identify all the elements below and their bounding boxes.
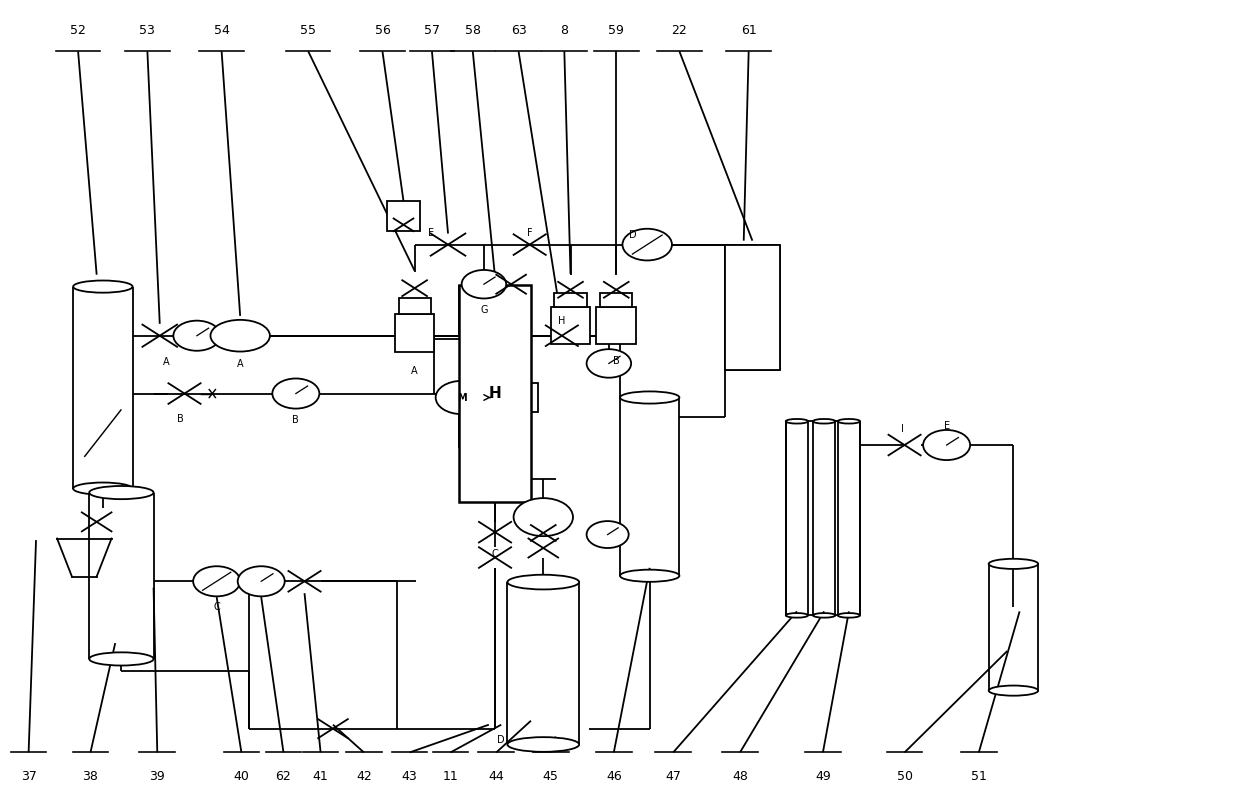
Text: 42: 42 [356, 770, 372, 783]
Text: 8: 8 [560, 24, 568, 37]
Ellipse shape [73, 281, 133, 293]
Ellipse shape [813, 419, 836, 424]
Text: 54: 54 [213, 24, 229, 37]
Ellipse shape [89, 486, 154, 499]
Text: 58: 58 [465, 24, 481, 37]
Ellipse shape [620, 391, 680, 404]
Text: 46: 46 [606, 770, 621, 783]
Ellipse shape [73, 483, 133, 494]
Text: 49: 49 [815, 770, 831, 783]
Text: 38: 38 [83, 770, 98, 783]
Text: H: H [489, 386, 501, 401]
Text: A: A [412, 366, 418, 375]
Text: 45: 45 [543, 770, 559, 783]
Text: 48: 48 [732, 770, 748, 783]
Text: 47: 47 [666, 770, 681, 783]
Bar [596, 307, 636, 343]
Text: C: C [213, 603, 219, 612]
Text: G: G [480, 304, 487, 315]
Ellipse shape [786, 613, 808, 618]
Text: D: D [497, 735, 505, 745]
Circle shape [622, 229, 672, 261]
Text: 37: 37 [21, 770, 36, 783]
Ellipse shape [620, 570, 680, 582]
Text: 39: 39 [149, 770, 165, 783]
Circle shape [923, 430, 970, 460]
Bar [494, 383, 538, 412]
Circle shape [587, 521, 629, 548]
Text: C: C [492, 549, 498, 560]
Circle shape [238, 566, 285, 596]
Bar [398, 298, 430, 314]
Text: 59: 59 [609, 24, 624, 37]
Text: 56: 56 [374, 24, 391, 37]
Bar [459, 285, 531, 502]
Ellipse shape [838, 419, 861, 424]
Bar [600, 293, 632, 307]
Text: I: I [900, 425, 904, 434]
Circle shape [587, 349, 631, 378]
Circle shape [435, 381, 487, 414]
Text: 57: 57 [424, 24, 440, 37]
Text: 22: 22 [672, 24, 687, 37]
Text: A: A [237, 359, 243, 369]
Circle shape [174, 320, 221, 351]
Text: H: H [558, 316, 565, 327]
Text: E: E [428, 227, 434, 238]
Bar [387, 201, 419, 231]
Text: F: F [527, 227, 532, 238]
Ellipse shape [507, 737, 579, 752]
Text: 55: 55 [300, 24, 316, 37]
Bar [394, 314, 434, 352]
Text: B: B [293, 415, 299, 425]
Ellipse shape [988, 559, 1038, 569]
Text: 11: 11 [443, 770, 459, 783]
Text: 53: 53 [139, 24, 155, 37]
Text: 50: 50 [897, 770, 913, 783]
Text: M: M [456, 393, 466, 402]
Circle shape [461, 270, 506, 298]
Text: 62: 62 [275, 770, 291, 783]
Ellipse shape [988, 685, 1038, 696]
Ellipse shape [786, 419, 808, 424]
Circle shape [193, 566, 241, 596]
Text: B: B [177, 414, 185, 424]
Text: 52: 52 [71, 24, 86, 37]
Text: B: B [613, 356, 620, 366]
Text: 44: 44 [489, 770, 505, 783]
Ellipse shape [838, 613, 861, 618]
Bar [554, 293, 587, 307]
Text: 40: 40 [233, 770, 249, 783]
Text: D: D [629, 230, 636, 240]
Circle shape [273, 378, 320, 409]
Text: 61: 61 [740, 24, 756, 37]
Text: 43: 43 [402, 770, 418, 783]
Text: A: A [162, 357, 169, 366]
Bar [724, 245, 780, 370]
Bar [551, 307, 590, 343]
Text: 63: 63 [511, 24, 527, 37]
Text: E: E [944, 421, 950, 431]
Text: 41: 41 [312, 770, 329, 783]
Ellipse shape [211, 320, 270, 351]
Ellipse shape [89, 653, 154, 665]
Ellipse shape [507, 575, 579, 589]
Ellipse shape [813, 613, 836, 618]
Circle shape [513, 498, 573, 536]
Text: 51: 51 [971, 770, 987, 783]
